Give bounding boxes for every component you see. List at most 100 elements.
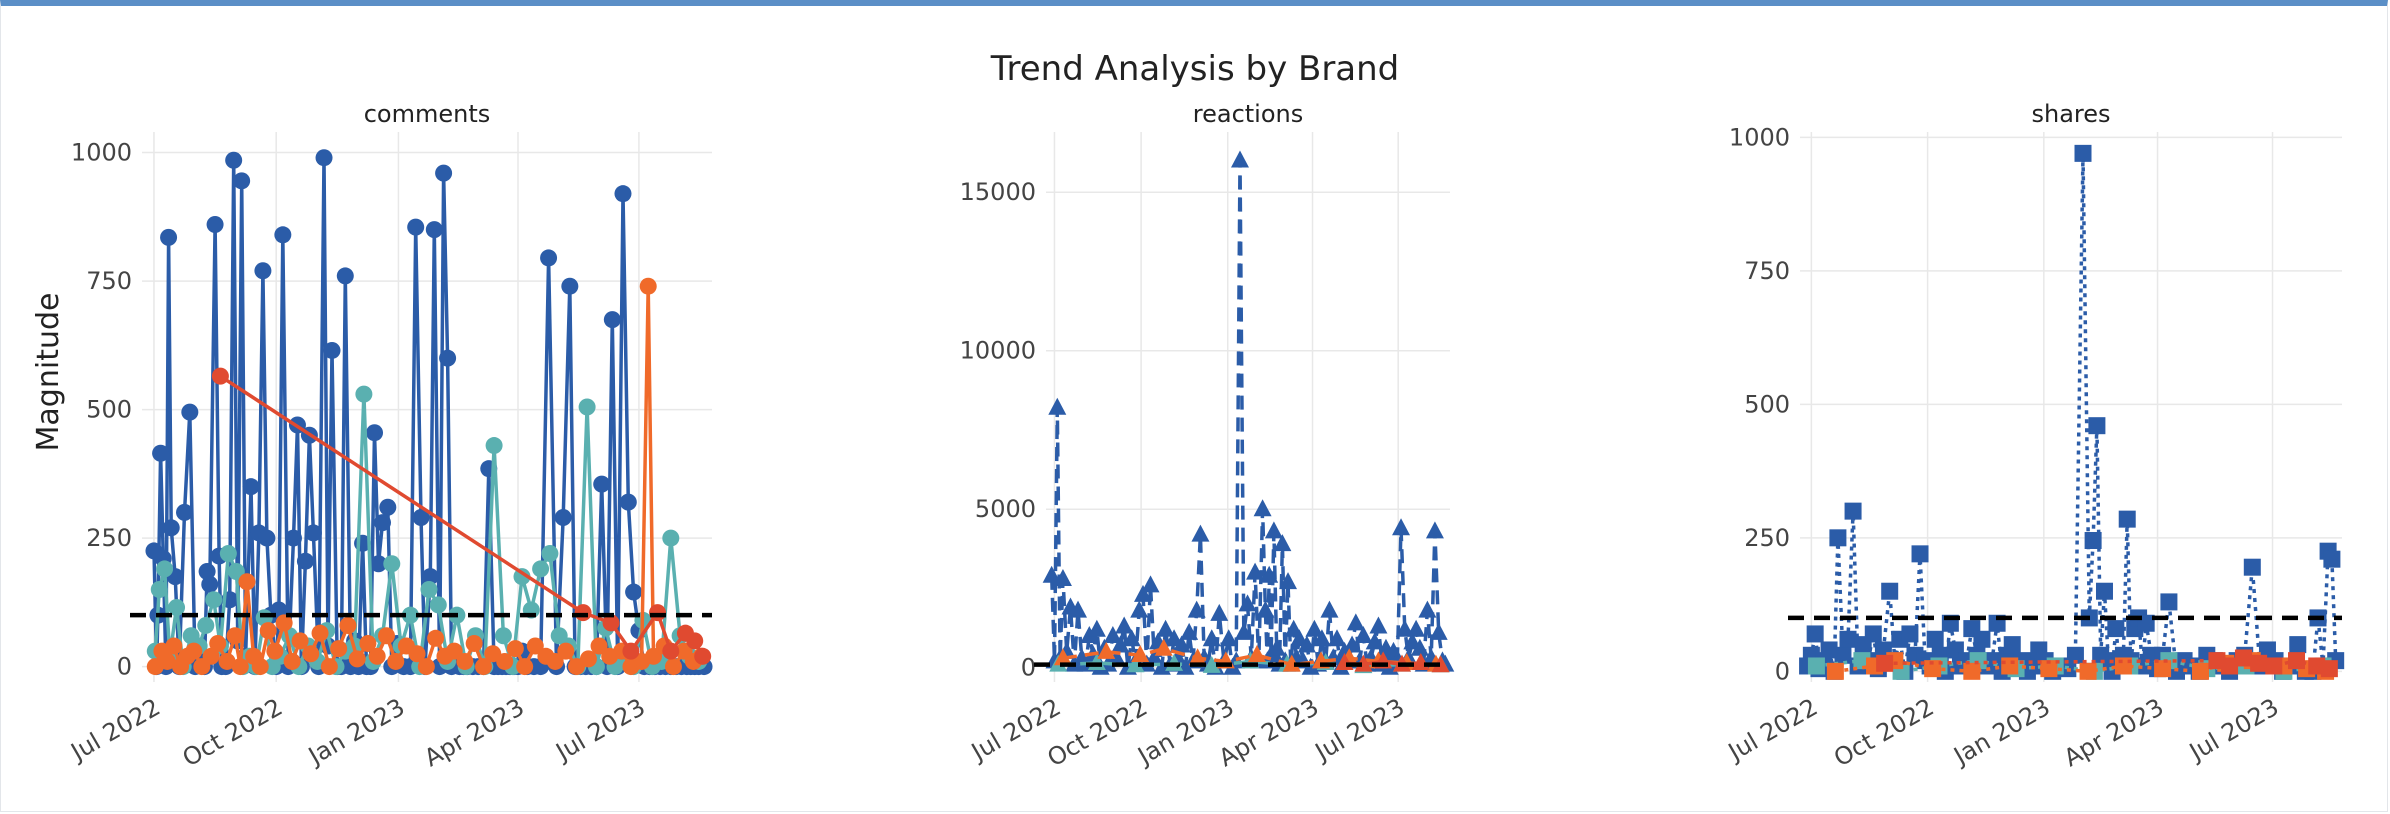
data-point bbox=[1267, 638, 1286, 656]
y-tick-label: 250 bbox=[1744, 524, 1790, 552]
data-point bbox=[336, 267, 354, 285]
data-point bbox=[1273, 534, 1292, 552]
data-point bbox=[254, 262, 272, 280]
data-point bbox=[1410, 638, 1429, 656]
data-point bbox=[506, 640, 524, 658]
data-point bbox=[554, 509, 572, 527]
data-point bbox=[1431, 655, 1450, 673]
data-point bbox=[1320, 600, 1339, 618]
data-point bbox=[233, 172, 251, 190]
data-point bbox=[1048, 397, 1067, 415]
data-point bbox=[1154, 638, 1173, 656]
data-point bbox=[377, 627, 395, 645]
data-point bbox=[1279, 572, 1298, 590]
data-point bbox=[1053, 568, 1072, 586]
data-point bbox=[1820, 641, 1838, 659]
data-point bbox=[330, 640, 348, 658]
y-tick-label: 0 bbox=[1021, 654, 1036, 682]
data-point bbox=[339, 616, 357, 634]
data-point bbox=[2079, 662, 2097, 680]
data-point bbox=[1107, 648, 1126, 666]
data-point bbox=[1122, 629, 1141, 647]
data-point bbox=[231, 658, 249, 676]
data-point bbox=[320, 658, 338, 676]
x-tick-label: Oct 2022 bbox=[1829, 693, 1938, 772]
data-point bbox=[275, 614, 293, 632]
data-point bbox=[2154, 660, 2172, 678]
data-point bbox=[2221, 657, 2239, 675]
data-point bbox=[1312, 629, 1331, 647]
data-point bbox=[1256, 600, 1275, 618]
data-point bbox=[1354, 654, 1373, 672]
data-point bbox=[379, 498, 397, 516]
data-point bbox=[622, 642, 640, 660]
data-point bbox=[1042, 565, 1061, 583]
data-point bbox=[1111, 635, 1130, 653]
data-point bbox=[485, 437, 503, 455]
data-point bbox=[296, 552, 314, 570]
data-point bbox=[649, 604, 667, 622]
data-point bbox=[205, 591, 223, 609]
data-point bbox=[2066, 646, 2084, 664]
data-point bbox=[158, 652, 176, 670]
panel-title: reactions bbox=[1193, 100, 1303, 128]
series-line bbox=[1344, 659, 1441, 667]
data-point bbox=[694, 647, 712, 665]
data-point bbox=[664, 658, 682, 676]
data-point bbox=[494, 627, 512, 645]
y-axis-label: Magnitude bbox=[31, 293, 66, 452]
data-point bbox=[201, 575, 219, 593]
series-3 bbox=[211, 367, 712, 665]
data-point bbox=[1365, 632, 1384, 650]
data-point bbox=[557, 642, 575, 660]
data-point bbox=[1172, 635, 1191, 653]
data-point bbox=[211, 367, 229, 385]
data-point bbox=[2288, 652, 2306, 670]
data-point bbox=[445, 642, 463, 660]
data-point bbox=[1097, 641, 1116, 659]
data-point bbox=[421, 568, 439, 586]
data-point bbox=[1130, 600, 1149, 618]
data-point bbox=[198, 562, 216, 580]
data-point bbox=[1876, 654, 1894, 672]
data-point bbox=[2160, 593, 2178, 611]
y-tick-label: 750 bbox=[1744, 257, 1790, 285]
x-tick-label: Jul 2022 bbox=[1722, 693, 1822, 767]
data-point bbox=[176, 503, 194, 521]
data-point bbox=[465, 634, 483, 652]
data-point bbox=[368, 647, 386, 665]
data-point bbox=[532, 560, 550, 578]
data-point bbox=[291, 632, 309, 650]
chart-title: Trend Analysis by Brand bbox=[990, 49, 1400, 89]
data-point bbox=[2265, 657, 2283, 675]
data-point bbox=[417, 658, 435, 676]
data-point bbox=[541, 544, 559, 562]
data-point bbox=[1238, 594, 1257, 612]
data-point bbox=[284, 529, 302, 547]
data-point bbox=[1131, 645, 1150, 663]
data-point bbox=[2084, 531, 2102, 549]
data-point bbox=[2243, 558, 2261, 576]
data-point bbox=[420, 580, 438, 598]
data-point bbox=[1926, 630, 1944, 648]
x-tick-label: Apr 2023 bbox=[420, 693, 529, 772]
data-point bbox=[355, 385, 373, 403]
data-point bbox=[165, 637, 183, 655]
data-point bbox=[1864, 625, 1882, 643]
data-point bbox=[1911, 545, 1929, 563]
data-point bbox=[283, 652, 301, 670]
data-point bbox=[209, 634, 227, 652]
data-point bbox=[1829, 529, 1847, 547]
data-point bbox=[578, 398, 596, 416]
data-point bbox=[1807, 657, 1825, 675]
data-point bbox=[2250, 654, 2268, 672]
data-point bbox=[1924, 660, 1942, 678]
data-point bbox=[1247, 645, 1266, 663]
data-point bbox=[456, 652, 474, 670]
data-point bbox=[242, 478, 260, 496]
data-point bbox=[2040, 660, 2058, 678]
data-point bbox=[1418, 600, 1437, 618]
y-tick-label: 1000 bbox=[1729, 123, 1790, 151]
